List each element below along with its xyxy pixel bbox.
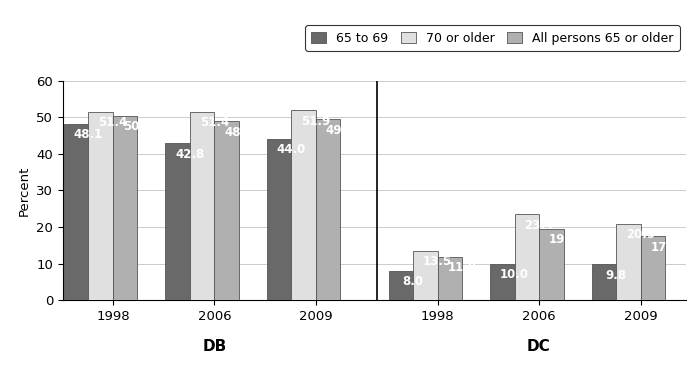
Text: 23.4: 23.4 (524, 219, 554, 232)
Bar (592, 264, 616, 300)
Text: 48.9: 48.9 (224, 126, 253, 139)
Bar (316, 119, 340, 300)
Text: 51.9: 51.9 (301, 115, 330, 128)
Bar (389, 271, 413, 300)
Legend: 65 to 69, 70 or older, All persons 65 or older: 65 to 69, 70 or older, All persons 65 or… (305, 25, 680, 51)
Text: 49.4: 49.4 (326, 124, 355, 137)
Bar (490, 264, 514, 300)
Text: 48.1: 48.1 (74, 128, 103, 142)
Text: 51.4: 51.4 (199, 116, 229, 130)
Y-axis label: Percent: Percent (18, 165, 31, 216)
Bar (438, 257, 462, 300)
Text: 42.8: 42.8 (175, 148, 204, 161)
Text: 50.4: 50.4 (122, 120, 152, 133)
Text: DC: DC (527, 339, 551, 354)
Bar (640, 236, 665, 300)
Bar (291, 110, 316, 300)
Bar (514, 214, 539, 300)
Bar (616, 224, 640, 300)
Text: 11.8: 11.8 (447, 261, 477, 274)
Bar (165, 143, 190, 300)
Bar (539, 229, 564, 300)
Text: 10.0: 10.0 (500, 268, 529, 281)
Bar (64, 124, 88, 300)
Text: DB: DB (202, 339, 227, 354)
Bar (113, 116, 137, 300)
Bar (88, 112, 113, 300)
Text: 9.8: 9.8 (606, 269, 626, 282)
Text: 13.5: 13.5 (423, 255, 452, 268)
Text: 19.5: 19.5 (549, 233, 578, 246)
Text: 17.4: 17.4 (650, 241, 680, 254)
Bar (190, 112, 214, 300)
Bar (214, 121, 239, 300)
Bar (413, 251, 438, 300)
Text: 8.0: 8.0 (402, 275, 423, 288)
Bar (267, 139, 291, 300)
Text: 20.9: 20.9 (626, 228, 655, 241)
Text: 44.0: 44.0 (276, 143, 306, 157)
Text: 51.4: 51.4 (98, 116, 127, 130)
